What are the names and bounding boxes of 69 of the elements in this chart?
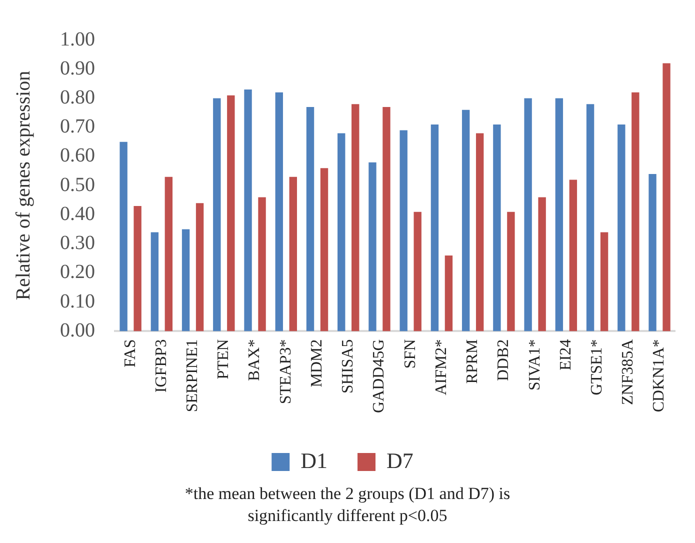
bar <box>134 206 142 332</box>
bar <box>164 176 173 332</box>
x-tick-label: EI24 <box>557 339 574 370</box>
x-tick-label: ZNF385A <box>620 338 637 406</box>
bar <box>444 256 453 332</box>
bar <box>289 176 297 332</box>
bar <box>600 232 608 332</box>
bar <box>352 104 360 332</box>
x-tick-label: SERPINE1 <box>184 339 201 412</box>
bar <box>648 174 656 332</box>
bar <box>476 133 484 332</box>
bar <box>632 92 640 332</box>
bar <box>382 106 390 332</box>
bar <box>524 98 532 332</box>
y-axis-title: Relative of genes expression <box>12 70 34 300</box>
y-tick-label: 0.80 <box>60 86 95 108</box>
bar <box>213 98 221 332</box>
text: *the mean between the 2 groups (D1 and D7) is significantly different p<0.05 <box>184 483 512 527</box>
x-tick-label: AIFM2* <box>432 339 450 396</box>
x-tick-label: RPRM <box>464 339 482 384</box>
y-tick-label: 0.40 <box>60 202 95 225</box>
bar <box>120 142 128 332</box>
bar <box>320 168 328 332</box>
bar <box>430 124 439 332</box>
bar <box>244 90 252 332</box>
bar <box>275 92 283 332</box>
y-tick-label: 0.00 <box>60 319 95 342</box>
y-tick-label: 0.60 <box>60 144 95 167</box>
x-tick-label: FAS <box>122 339 139 368</box>
x-tick-label: PTEN <box>215 338 232 380</box>
y-tick-label: 0.70 <box>60 116 95 138</box>
bar <box>368 162 376 332</box>
y-tick-label: 0.30 <box>60 232 95 254</box>
bar <box>196 203 204 332</box>
bar <box>493 124 501 332</box>
bar <box>227 95 235 332</box>
bar <box>618 124 626 332</box>
x-tick-label: STEAP3* <box>277 339 294 404</box>
bar <box>462 110 470 332</box>
x-tick-label: SFN <box>402 338 419 369</box>
bar <box>507 212 515 332</box>
legend-label: D7 <box>386 448 414 473</box>
bar <box>306 106 314 332</box>
x-tick-label: MDM2 <box>308 339 326 388</box>
legend-label: D1 <box>300 448 328 473</box>
bar <box>258 197 266 332</box>
bar <box>400 130 408 332</box>
bar <box>555 98 564 332</box>
bar <box>182 229 190 332</box>
x-tick-label: GTSE1* <box>588 339 606 396</box>
y-tick-label: 0.10 <box>60 290 95 312</box>
y-tick-label: 1.00 <box>60 28 95 50</box>
x-tick-label: SHISA5 <box>340 339 357 394</box>
y-tick-label: 0.20 <box>60 261 95 284</box>
x-tick-label: IGFBP3 <box>152 339 170 393</box>
x-tick-label: CDKN1A* <box>650 339 668 412</box>
x-tick-label: BAX* <box>246 339 264 382</box>
bar <box>538 197 546 332</box>
y-tick-label: 0.90 <box>60 57 95 80</box>
x-tick-label: GADD45G <box>370 338 388 414</box>
y-tick-label: 0.50 <box>60 174 95 196</box>
bar <box>569 180 578 332</box>
bar <box>150 232 159 332</box>
bar <box>586 104 594 332</box>
x-tick-label: DDB2 <box>495 339 512 382</box>
x-tick-label: SIVA1* <box>526 339 544 391</box>
bar <box>662 63 670 332</box>
bar <box>414 212 422 332</box>
bar <box>338 133 346 332</box>
